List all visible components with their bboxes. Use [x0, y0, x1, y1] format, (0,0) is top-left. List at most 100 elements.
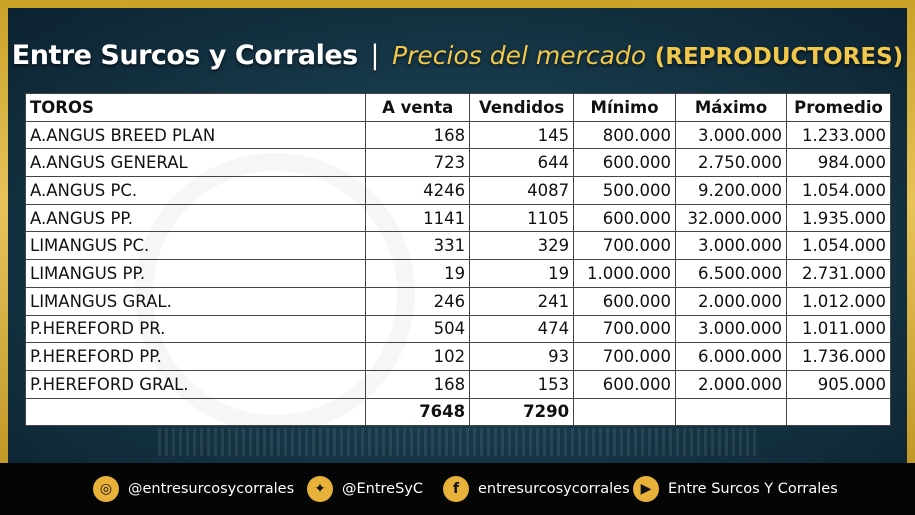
- cell-maximo: 2.750.000: [675, 148, 787, 178]
- cell-a-venta: 504: [365, 314, 471, 344]
- cell-vendidos: 145: [469, 120, 575, 150]
- cell-a-venta: 102: [365, 342, 471, 371]
- cell-vendidos: 153: [469, 369, 575, 399]
- cell-vendidos: 19: [469, 259, 575, 288]
- title-subtitle: Precios del mercado: [392, 41, 647, 70]
- twitter-handle: @EntreSyC: [342, 481, 424, 497]
- twitter-icon: ✦: [307, 476, 333, 502]
- cell-minimo: 600.000: [573, 148, 677, 178]
- cell-minimo: 600.000: [573, 286, 677, 316]
- cell-toros: A.ANGUS BREED PLAN: [24, 120, 367, 150]
- total-a-venta: 7648: [365, 397, 471, 427]
- title-separator: |: [370, 40, 380, 71]
- header-minimo: Mínimo: [573, 93, 677, 122]
- cell-a-venta: 331: [365, 231, 471, 261]
- cell-maximo: 3.000.000: [675, 314, 787, 344]
- cell-promedio: 1.935.000: [785, 203, 892, 233]
- title-category: (REPRODUCTORES): [654, 44, 904, 70]
- cell-vendidos: 4087: [469, 176, 575, 205]
- instagram-icon: ◎: [93, 476, 119, 502]
- twitter-link[interactable]: ✦ @EntreSyC: [307, 475, 423, 503]
- cell-toros: P.HEREFORD PP.: [24, 342, 367, 371]
- decorative-stripes: [158, 428, 758, 456]
- facebook-handle: entresurcosycorrales: [478, 481, 630, 497]
- cell-a-venta: 168: [365, 369, 471, 399]
- youtube-icon: ▶: [633, 476, 659, 502]
- header-a-venta: A venta: [365, 93, 471, 122]
- cell-promedio: 1.736.000: [785, 342, 892, 371]
- cell-vendidos: 329: [469, 231, 575, 261]
- table-row: A.ANGUS PP. 1141 1105 600.000 32.000.000 1.93…: [24, 203, 892, 233]
- cell-minimo: 700.000: [573, 231, 677, 261]
- cell-toros: P.HEREFORD PR.: [24, 314, 367, 344]
- cell-maximo: 3.000.000: [675, 231, 787, 261]
- cell-vendidos: 644: [469, 148, 575, 178]
- table-row: P.HEREFORD PR. 504 474 700.000 3.000.000 1.01…: [24, 314, 892, 344]
- cell-a-venta: 723: [365, 148, 471, 178]
- social-footer: ◎ @entresurcosycorrales ✦ @EntreSyC f en…: [0, 463, 915, 515]
- cell-minimo: 700.000: [573, 342, 677, 371]
- cell-promedio: 1.233.000: [785, 120, 892, 150]
- cell-maximo: 6.000.000: [675, 342, 787, 371]
- cell-toros: A.ANGUS PC.: [24, 176, 367, 205]
- total-toros: [24, 397, 367, 427]
- cell-maximo: 2.000.000: [675, 286, 787, 316]
- total-maximo: [675, 397, 787, 427]
- cell-minimo: 500.000: [573, 176, 677, 205]
- cell-a-venta: 19: [365, 259, 471, 288]
- price-table: TOROS A venta Vendidos Mínimo Máximo Pro…: [24, 93, 892, 427]
- page-title: Entre Surcos y Corrales | Precios del me…: [8, 40, 907, 71]
- table-row: P.HEREFORD PP. 102 93 700.000 6.000.000 1.736…: [24, 342, 892, 371]
- cell-minimo: 600.000: [573, 203, 677, 233]
- cell-toros: LIMANGUS PP.: [24, 259, 367, 288]
- table-row: LIMANGUS PP. 19 19 1.000.000 6.500.000 2.731.…: [24, 259, 892, 288]
- cell-vendidos: 93: [469, 342, 575, 371]
- cell-maximo: 9.200.000: [675, 176, 787, 205]
- cell-toros: LIMANGUS PC.: [24, 231, 367, 261]
- cell-vendidos: 474: [469, 314, 575, 344]
- cell-a-venta: 168: [365, 120, 471, 150]
- cell-promedio: 984.000: [785, 148, 892, 178]
- cell-minimo: 800.000: [573, 120, 677, 150]
- cell-toros: LIMANGUS GRAL.: [24, 286, 367, 316]
- header-vendidos: Vendidos: [469, 93, 575, 122]
- cell-promedio: 2.731.000: [785, 259, 892, 288]
- facebook-icon: f: [443, 476, 469, 502]
- cell-minimo: 600.000: [573, 369, 677, 399]
- title-brand: Entre Surcos y Corrales: [11, 40, 358, 71]
- cell-vendidos: 1105: [469, 203, 575, 233]
- table-row: LIMANGUS PC. 331 329 700.000 3.000.000 1.054.…: [24, 231, 892, 261]
- table-row: A.ANGUS PC. 4246 4087 500.000 9.200.000 1.054…: [24, 176, 892, 205]
- table-header-row: TOROS A venta Vendidos Mínimo Máximo Pro…: [24, 93, 892, 122]
- cell-maximo: 32.000.000: [675, 203, 787, 233]
- cell-maximo: 2.000.000: [675, 369, 787, 399]
- cell-toros: P.HEREFORD GRAL.: [24, 369, 367, 399]
- cell-promedio: 905.000: [785, 369, 892, 399]
- instagram-handle: @entresurcosycorrales: [128, 481, 295, 497]
- cell-a-venta: 1141: [365, 203, 471, 233]
- header-maximo: Máximo: [675, 93, 787, 122]
- cell-promedio: 1.011.000: [785, 314, 892, 344]
- cell-minimo: 1.000.000: [573, 259, 677, 288]
- total-minimo: [573, 397, 677, 427]
- cell-minimo: 700.000: [573, 314, 677, 344]
- cell-promedio: 1.012.000: [785, 286, 892, 316]
- table-row: LIMANGUS GRAL. 246 241 600.000 2.000.000 1.01…: [24, 286, 892, 316]
- cell-a-venta: 4246: [365, 176, 471, 205]
- price-table-container: TOROS A venta Vendidos Mínimo Máximo Pro…: [24, 93, 892, 427]
- cell-a-venta: 246: [365, 286, 471, 316]
- youtube-link[interactable]: ▶ Entre Surcos Y Corrales: [633, 475, 838, 503]
- total-promedio: [785, 397, 892, 427]
- content-panel: Entre Surcos y Corrales | Precios del me…: [8, 8, 907, 463]
- table-row: A.ANGUS BREED PLAN 168 145 800.000 3.000.000…: [24, 120, 892, 150]
- cell-promedio: 1.054.000: [785, 176, 892, 205]
- cell-toros: A.ANGUS PP.: [24, 203, 367, 233]
- instagram-link[interactable]: ◎ @entresurcosycorrales: [93, 475, 294, 503]
- cell-maximo: 6.500.000: [675, 259, 787, 288]
- total-vendidos: 7290: [469, 397, 575, 427]
- header-toros: TOROS: [24, 93, 367, 122]
- header-promedio: Promedio: [785, 93, 892, 122]
- table-row: A.ANGUS GENERAL 723 644 600.000 2.750.000 984…: [24, 148, 892, 178]
- youtube-channel: Entre Surcos Y Corrales: [668, 481, 838, 497]
- facebook-link[interactable]: f entresurcosycorrales: [443, 475, 630, 503]
